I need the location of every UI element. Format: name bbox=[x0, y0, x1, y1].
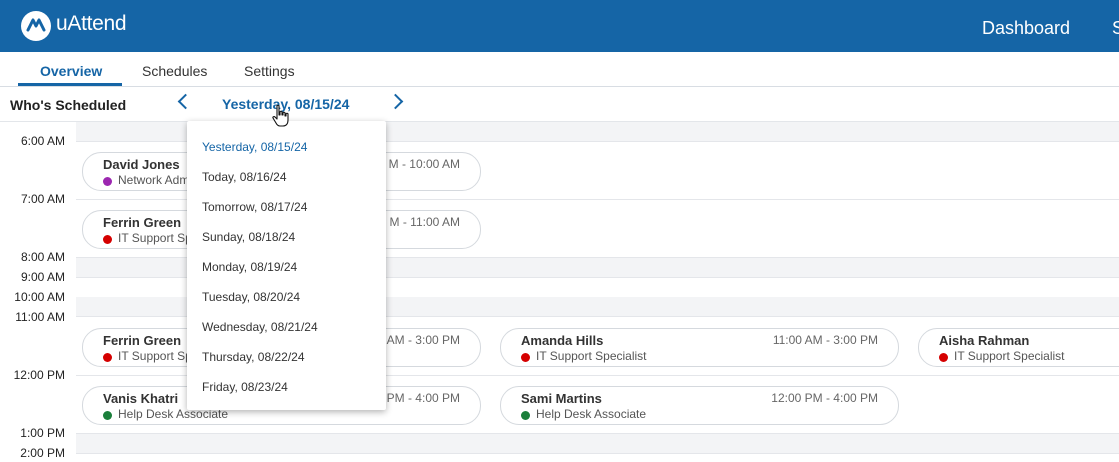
employee-name: Sami Martins bbox=[521, 391, 602, 406]
date-option[interactable]: Sunday, 08/18/24 bbox=[202, 230, 296, 244]
time-label: 6:00 AM bbox=[20, 134, 65, 148]
active-tab-indicator bbox=[18, 83, 122, 86]
divider bbox=[76, 316, 1119, 317]
schedule-timeline: 6:00 AM 7:00 AM 8:00 AM 9:00 AM 10:00 AM… bbox=[0, 122, 1119, 462]
date-option[interactable]: Yesterday, 08/15/24 bbox=[202, 140, 308, 154]
employee-name: David Jones bbox=[103, 157, 180, 172]
role-color-dot bbox=[939, 353, 948, 362]
divider bbox=[76, 141, 1119, 142]
employee-name: Ferrin Green bbox=[103, 333, 182, 348]
shift-card[interactable]: Amanda Hills IT Support Specialist 11:00… bbox=[500, 328, 899, 367]
time-label: 8:00 AM bbox=[20, 250, 65, 264]
employee-role: IT Support Sp bbox=[118, 349, 192, 363]
time-label: 9:00 AM bbox=[20, 270, 65, 284]
brand-name: uAttend bbox=[56, 12, 127, 35]
role-color-dot bbox=[521, 353, 530, 362]
tab-overview[interactable]: Overview bbox=[40, 63, 103, 79]
role-color-dot bbox=[103, 411, 112, 420]
shift-time: 12:00 PM - 4:00 PM bbox=[771, 391, 878, 405]
hand-pointer-icon bbox=[272, 104, 289, 127]
employee-name: Vanis Khatri bbox=[103, 391, 179, 406]
date-dropdown-menu: Yesterday, 08/15/24 Today, 08/16/24 Tomo… bbox=[187, 121, 386, 410]
employee-role: IT Support Specialist bbox=[536, 349, 647, 363]
divider bbox=[76, 277, 1119, 278]
divider bbox=[76, 257, 1119, 258]
divider bbox=[76, 433, 1119, 434]
employee-role: IT Support Specialist bbox=[954, 349, 1065, 363]
employee-name: Amanda Hills bbox=[521, 333, 604, 348]
date-option[interactable]: Tomorrow, 08/17/24 bbox=[202, 200, 308, 214]
app-header: uAttend Dashboard S bbox=[0, 0, 1119, 52]
role-color-dot bbox=[103, 353, 112, 362]
employee-name: Ferrin Green bbox=[103, 215, 182, 230]
time-label: 1:00 PM bbox=[20, 426, 65, 440]
employee-role: IT Support Sp bbox=[118, 231, 192, 245]
tab-settings[interactable]: Settings bbox=[244, 63, 295, 79]
shift-card[interactable]: Aisha Rahman IT Support Specialist bbox=[918, 328, 1119, 367]
nav-next-item[interactable]: S bbox=[1112, 18, 1119, 38]
date-picker-toggle[interactable]: Yesterday, 08/15/24 bbox=[222, 96, 350, 112]
chevron-right-icon[interactable] bbox=[387, 93, 404, 110]
date-option[interactable]: Today, 08/16/24 bbox=[202, 170, 287, 184]
time-label: 12:00 PM bbox=[13, 368, 65, 382]
divider bbox=[76, 453, 1119, 454]
tab-bar: Overview Schedules Settings bbox=[0, 52, 1119, 87]
uattend-logo-icon[interactable] bbox=[20, 10, 52, 42]
shift-card[interactable]: Sami Martins Help Desk Associate 12:00 P… bbox=[500, 386, 899, 425]
role-color-dot bbox=[103, 177, 112, 186]
employee-name: Aisha Rahman bbox=[939, 333, 1030, 348]
time-label: 10:00 AM bbox=[14, 290, 65, 304]
chevron-left-icon[interactable] bbox=[177, 93, 194, 110]
time-label: 7:00 AM bbox=[20, 192, 65, 206]
shift-time: AM - 3:00 PM bbox=[386, 333, 460, 347]
shift-time: PM - 4:00 PM bbox=[386, 391, 460, 405]
employee-role: Network Adm bbox=[118, 173, 190, 187]
time-band bbox=[76, 434, 1119, 453]
nav-dashboard[interactable]: Dashboard bbox=[982, 18, 1071, 38]
date-option[interactable]: Tuesday, 08/20/24 bbox=[202, 290, 301, 304]
date-option[interactable]: Thursday, 08/22/24 bbox=[202, 350, 305, 364]
role-color-dot bbox=[103, 235, 112, 244]
tab-schedules[interactable]: Schedules bbox=[142, 63, 208, 79]
employee-role: Help Desk Associate bbox=[118, 407, 229, 421]
divider bbox=[76, 375, 1119, 376]
shift-time: M - 10:00 AM bbox=[388, 157, 460, 171]
date-option[interactable]: Friday, 08/23/24 bbox=[202, 380, 288, 394]
date-option[interactable]: Monday, 08/19/24 bbox=[202, 260, 298, 274]
shift-time: 11:00 AM - 3:00 PM bbox=[772, 333, 878, 347]
time-label: 11:00 AM bbox=[15, 310, 65, 324]
shift-time: M - 11:00 AM bbox=[389, 215, 460, 229]
divider bbox=[76, 199, 1119, 200]
employee-role: Help Desk Associate bbox=[536, 407, 647, 421]
date-option[interactable]: Wednesday, 08/21/24 bbox=[202, 320, 318, 334]
schedule-toolbar: Who's Scheduled Yesterday, 08/15/24 bbox=[0, 87, 1119, 122]
section-title: Who's Scheduled bbox=[10, 97, 127, 113]
role-color-dot bbox=[521, 411, 530, 420]
time-label: 2:00 PM bbox=[20, 446, 65, 460]
